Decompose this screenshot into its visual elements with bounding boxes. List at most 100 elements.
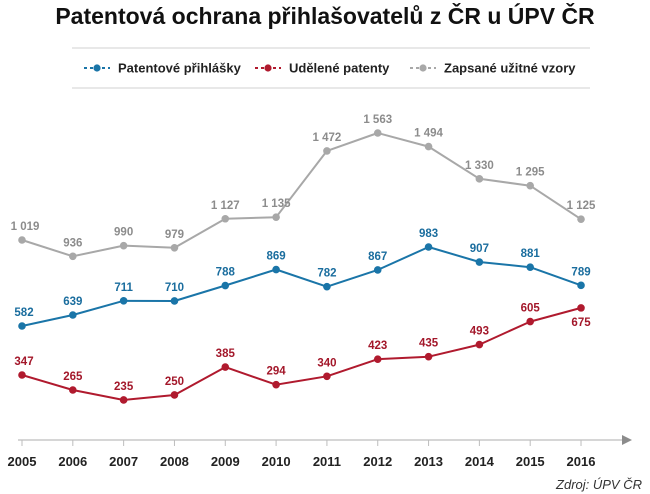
data-point	[119, 241, 128, 250]
series-line	[21, 132, 582, 258]
data-point	[170, 243, 179, 252]
data-point	[323, 147, 331, 155]
data-label: 1 019	[11, 221, 40, 233]
data-label: 1 295	[516, 167, 545, 179]
data-point	[424, 243, 433, 251]
series: 347 265 235 250 385 294 340 423 435 493 605 675	[14, 303, 591, 404]
data-label: 789	[571, 266, 590, 278]
data-label: 782	[317, 268, 336, 280]
data-point	[221, 214, 230, 223]
data-label: 867	[368, 251, 387, 263]
data-label: 936	[63, 237, 82, 249]
data-label: 675	[571, 317, 591, 329]
data-point	[424, 352, 433, 361]
series: 582 639 711 710 788 869 782 867 983 907 881 789	[14, 228, 591, 330]
data-label: 294	[267, 366, 287, 378]
legend-swatch-marker	[93, 64, 101, 72]
data-point	[18, 322, 26, 330]
data-point	[577, 304, 585, 312]
series-line	[21, 246, 582, 327]
data-point	[272, 265, 280, 274]
x-tick-label: 2010	[262, 454, 291, 469]
data-point	[373, 355, 382, 363]
legend-item: Zapsané užitné vzory	[410, 61, 576, 76]
data-point	[526, 317, 534, 326]
legend-item: Udělené patenty	[255, 61, 390, 76]
x-tick-label: 2014	[465, 454, 495, 469]
data-label: 639	[63, 296, 82, 308]
data-point	[69, 252, 77, 261]
data-point	[170, 297, 179, 305]
series-layer: 582 639 711 710 788 869 782 867 983 907 881 789 347 2…	[11, 114, 596, 404]
data-point	[475, 340, 484, 349]
data-point	[18, 371, 26, 379]
data-label: 979	[165, 229, 184, 241]
legend: Patentové přihlášky Udělené patenty Zapsan…	[72, 47, 590, 89]
legend-label: Patentové přihlášky	[118, 61, 242, 76]
x-tick-label: 2007	[109, 454, 138, 469]
data-label: 869	[267, 251, 286, 263]
data-label: 1 125	[567, 200, 596, 212]
data-label: 1 127	[211, 200, 240, 212]
data-label: 710	[165, 282, 184, 294]
data-point	[69, 311, 77, 319]
series-line	[21, 306, 582, 401]
data-point	[119, 296, 128, 305]
data-point	[526, 181, 534, 190]
data-label: 385	[216, 348, 236, 360]
x-tick-label: 2009	[211, 454, 240, 469]
data-label: 1 135	[262, 198, 291, 210]
data-point	[424, 142, 433, 151]
data-point	[323, 282, 331, 291]
data-label: 340	[317, 357, 336, 369]
x-tick-label: 2015	[516, 454, 545, 469]
chart-title: Patentová ochrana přihlašovatelů z ČR u …	[55, 2, 595, 29]
data-label: 1 472	[313, 132, 342, 144]
legend-swatch-marker	[419, 64, 427, 72]
x-tick-label: 2013	[414, 454, 443, 469]
legend-swatch-marker	[264, 64, 272, 72]
data-label: 435	[419, 338, 439, 350]
data-point	[526, 263, 534, 271]
data-label: 423	[368, 340, 387, 352]
data-point	[69, 386, 77, 394]
x-axis: 2005 2006 2007 2008 2009 2010 2011 2012 2013 2014…	[8, 435, 632, 469]
data-label: 235	[114, 381, 134, 393]
source-note: Zdroj: ÚPV ČR	[555, 477, 642, 492]
data-point	[323, 372, 331, 381]
x-tick-label: 2016	[567, 454, 596, 469]
data-label: 983	[419, 228, 438, 240]
data-point	[373, 266, 382, 274]
data-point	[18, 236, 26, 244]
legend-item: Patentové přihlášky	[84, 61, 242, 76]
data-label: 250	[165, 376, 184, 388]
x-tick-label: 2008	[160, 454, 189, 469]
data-point	[475, 175, 484, 183]
data-point	[170, 391, 179, 399]
data-point	[272, 380, 280, 389]
data-point	[577, 215, 585, 223]
data-label: 582	[14, 307, 33, 319]
series: 1 019 936 990 979 1 127 1 135 1 472 1 563 1 494 1…	[11, 114, 596, 261]
data-label: 1 330	[465, 160, 494, 172]
data-label: 788	[216, 267, 236, 279]
data-label: 605	[521, 303, 541, 315]
data-label: 990	[114, 227, 133, 239]
data-label: 265	[63, 371, 83, 383]
x-tick-label: 2006	[58, 454, 87, 469]
data-label: 347	[14, 356, 33, 368]
data-point	[272, 213, 280, 221]
data-label: 881	[521, 248, 541, 260]
data-label: 1 563	[363, 114, 392, 126]
data-label: 493	[470, 326, 489, 338]
data-point	[577, 281, 585, 290]
x-tick-label: 2012	[363, 454, 392, 469]
x-tick-label: 2005	[8, 454, 37, 469]
x-tick-label: 2011	[313, 454, 341, 469]
data-label: 711	[114, 282, 133, 294]
legend-label: Zapsané užitné vzory	[444, 61, 576, 76]
data-label: 907	[470, 243, 489, 255]
x-axis-arrow	[622, 435, 632, 445]
data-label: 1 494	[414, 128, 443, 140]
